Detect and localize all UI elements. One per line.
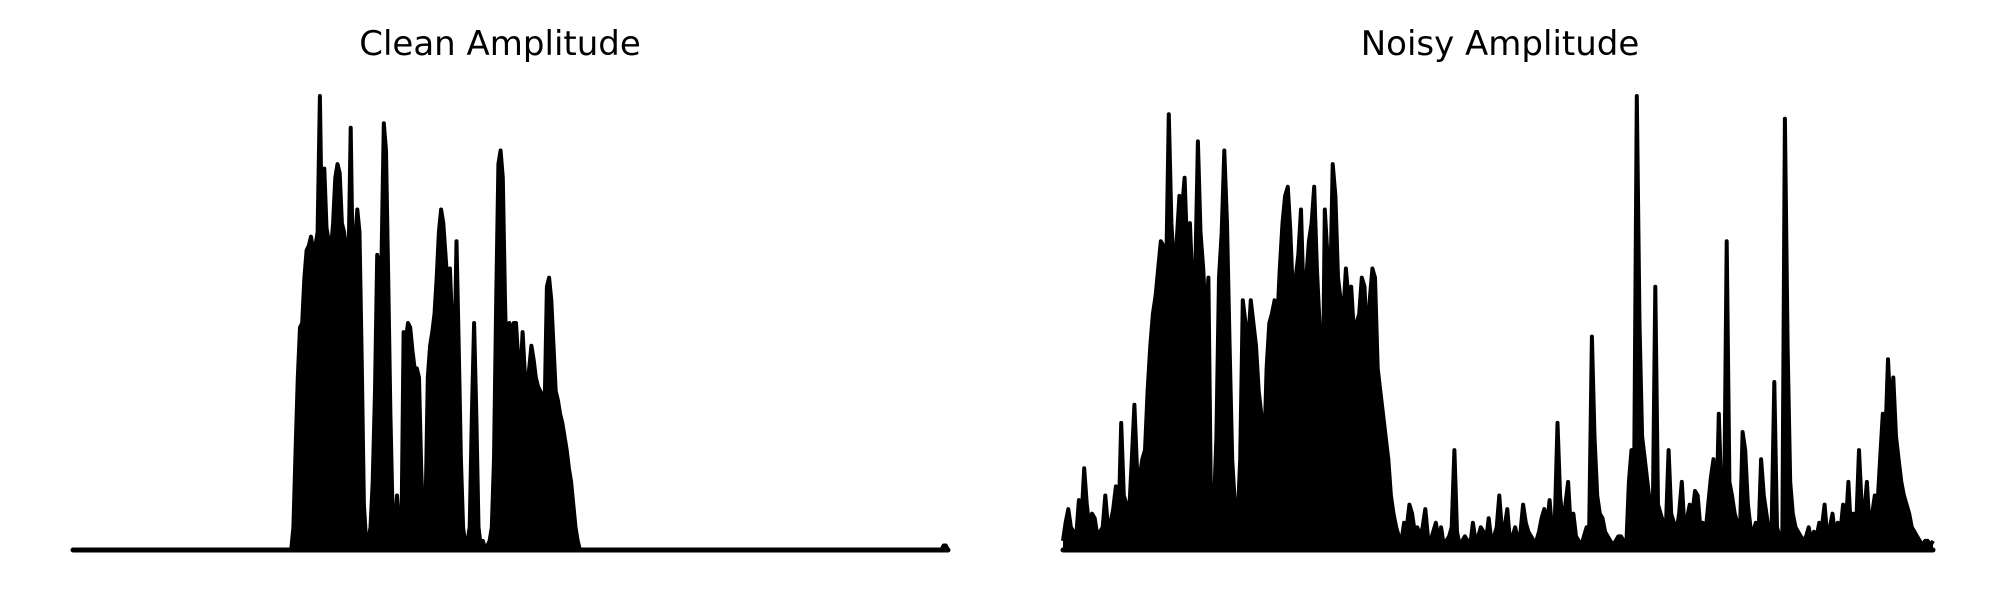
series-area xyxy=(73,96,948,550)
chart-plot-area xyxy=(70,94,951,553)
chart-plot-area xyxy=(1060,94,1936,553)
series-line xyxy=(1061,94,1935,548)
chart-panel-clean: Clean Amplitude xyxy=(70,24,951,553)
chart-panel-noisy: Noisy Amplitude xyxy=(1000,0,2000,600)
chart-title: Noisy Amplitude xyxy=(1360,24,1640,64)
series-area xyxy=(1063,96,1933,550)
chart-title: Clean Amplitude xyxy=(359,24,641,64)
